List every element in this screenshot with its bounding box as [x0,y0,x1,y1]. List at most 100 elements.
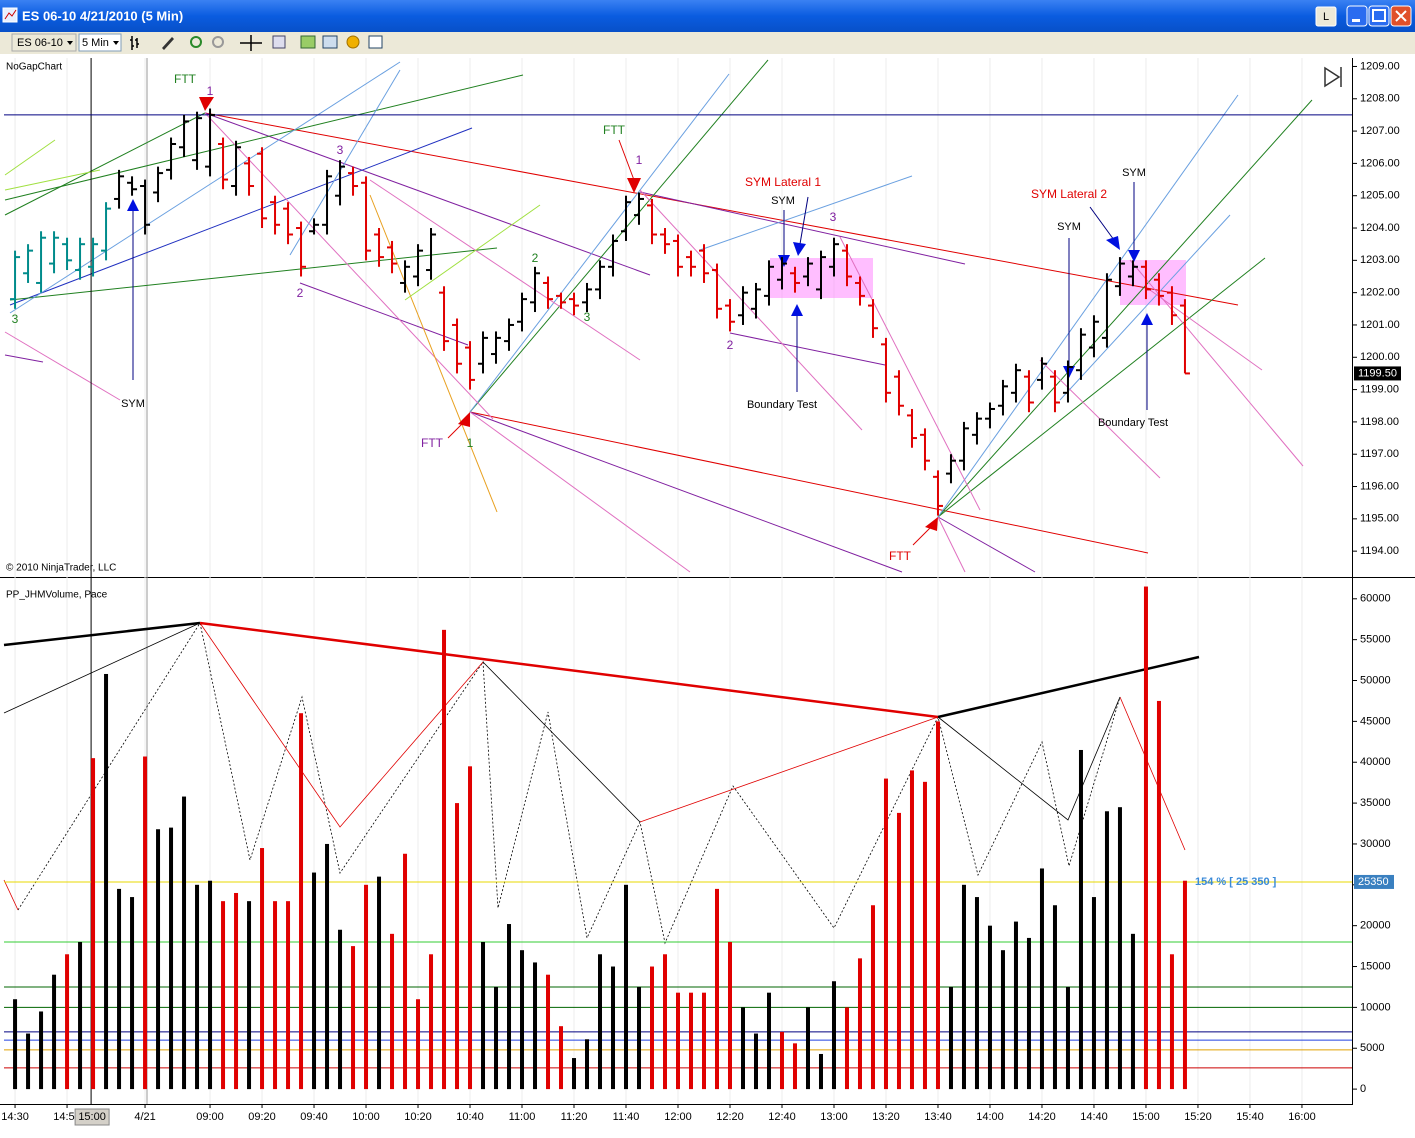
y-tick-label: 55000 [1360,634,1391,646]
x-tick-label: 11:40 [613,1111,640,1123]
crosshair-button[interactable] [240,35,262,51]
volume-bar [1078,749,1083,1090]
lock-button[interactable] [1315,6,1337,27]
volume-bar [663,954,668,1090]
annotation: Boundary Test [1098,417,1168,429]
bar-type-button[interactable] [130,36,139,50]
y-tick-label: 1208.00 [1360,93,1400,105]
x-tick-label: 15:20 [1184,1111,1212,1123]
trend-line [937,94,1239,518]
volume-bar [234,892,239,1090]
x-tick-label: 15:40 [1236,1111,1264,1123]
close-icon [1395,10,1407,22]
volume-bar [221,901,226,1090]
ftt-arrow [199,97,214,111]
annotation: FTT [421,436,444,450]
annotation: 2 [532,251,539,265]
y-tick-label: 10000 [1360,1001,1391,1013]
data-box-button[interactable] [368,35,383,49]
strategy-button[interactable] [300,35,316,49]
volume-bar [857,958,862,1090]
zoom-in-button[interactable] [190,36,202,48]
zoom-out-button[interactable] [212,36,224,48]
panel-title: PP_JHMVolume, Pace [6,590,108,601]
volume-bar [273,901,278,1090]
trend-line [1039,359,1161,479]
lock-button-label[interactable]: L [1323,11,1329,23]
volume-bar [792,1043,797,1090]
last-price-label: 1199.50 [1358,367,1397,379]
sym-arrow [793,242,806,256]
y-tick-label: 1201.00 [1360,319,1400,331]
trend-line [404,204,541,301]
volume-bar [1169,954,1174,1090]
volume-bar [130,897,135,1090]
arrow-shaft [912,524,934,546]
volume-bar [572,1058,577,1090]
trend-line [4,112,206,216]
volume-trend [3,621,201,647]
trend-line [469,411,1149,554]
volume-zigzag [3,622,201,714]
volume-bar [935,721,940,1090]
y-tick-label: 1195.00 [1360,513,1399,525]
order-button[interactable] [346,35,360,49]
x-tick-label: 11:20 [561,1111,588,1123]
volume-bar [766,992,771,1090]
trend-line [369,179,641,361]
volume-bar [520,950,525,1090]
annotation: FTT [889,549,912,563]
interval-label[interactable]: 5 Min [82,37,109,49]
volume-bar [1065,986,1070,1090]
y-tick-label: 1207.00 [1360,125,1400,137]
scroll-end-button[interactable] [1324,66,1342,88]
trend-line [469,411,691,573]
y-tick-label: 30000 [1360,838,1391,850]
title-bar [0,0,1415,32]
y-tick-label: 5000 [1360,1042,1384,1054]
volume-bar [1039,868,1044,1090]
arrow-shaft [618,139,635,181]
drawing-tool-button[interactable] [162,37,174,50]
volume-bar [779,1031,784,1090]
volume-bar [1091,897,1096,1090]
annotation: 3 [337,143,344,157]
trend-line [839,236,981,511]
y-tick-label: 1199.00 [1360,383,1399,395]
maximize-icon [1372,9,1386,22]
sym-arrow [791,304,803,316]
minimize-button[interactable] [1346,5,1368,27]
volume-bar [1000,950,1005,1090]
volume-bar [390,933,395,1090]
y-tick-label: 1205.00 [1360,190,1400,202]
trend-line [4,169,101,191]
volume-bar [1130,933,1135,1090]
window-title: ES 06-10 4/21/2010 (5 Min) [22,8,183,23]
x-tick-label: 11:00 [509,1111,536,1123]
volume-bar [65,954,70,1090]
annotation: 2 [297,286,304,300]
x-tick-label: 16:00 [1288,1111,1316,1123]
indicator-button[interactable] [322,35,338,49]
properties-button[interactable] [272,35,286,49]
instrument-selector[interactable] [11,33,77,52]
volume-bar [701,992,706,1090]
volume-bar [688,992,693,1090]
instrument-label[interactable]: ES 06-10 [17,37,63,49]
volume-bar [740,1007,745,1090]
trend-line [204,112,1239,306]
volume-bar [312,872,317,1090]
trend-line [937,99,1313,518]
x-tick-label: 14:40 [1080,1111,1108,1123]
volume-bar [195,884,200,1090]
annotation: FTT [603,123,626,137]
annotation: SYM [771,195,795,207]
annotation: SYM Lateral 2 [1031,187,1107,201]
pace-value-box [1354,874,1394,889]
volume-bar [260,848,265,1090]
annotation: SYM [121,398,145,410]
interval-selector[interactable] [78,33,122,52]
arrow-shaft [799,196,809,245]
annotation: 1 [467,436,474,450]
minimize-icon [1352,19,1360,22]
